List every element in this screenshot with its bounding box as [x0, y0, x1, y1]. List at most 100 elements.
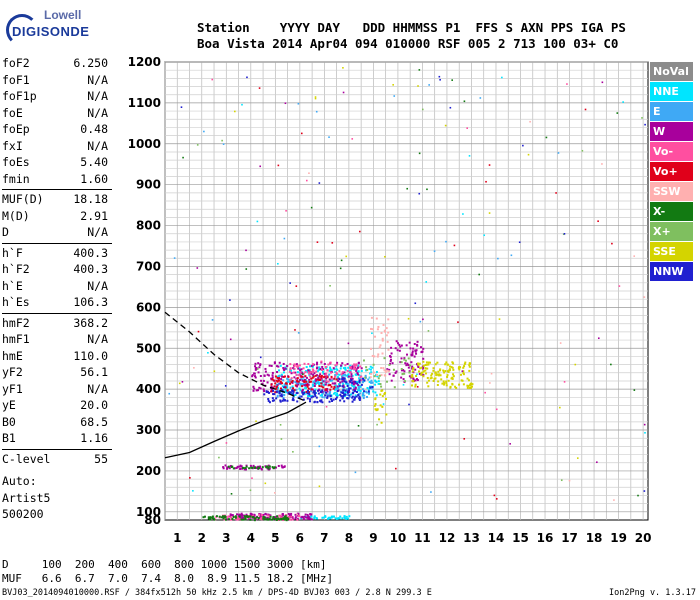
echo-point	[363, 394, 366, 397]
echo-point	[388, 373, 391, 376]
echo-point	[369, 365, 372, 368]
echo-point	[343, 377, 346, 380]
echo-point	[359, 389, 362, 392]
echo-point	[432, 369, 435, 372]
noise-point	[601, 163, 603, 165]
noise-point	[485, 180, 487, 183]
echo-point	[307, 383, 310, 386]
echo-point	[310, 372, 313, 375]
echo-point	[307, 516, 310, 519]
echo-point	[438, 373, 441, 376]
param-row: MUF(D) 18.18	[2, 192, 108, 206]
echo-point	[220, 516, 223, 519]
echo-point	[310, 364, 313, 367]
noise-point	[428, 84, 430, 86]
echo-point	[349, 387, 352, 390]
y-tick-label: 800	[136, 219, 161, 233]
echo-point	[464, 361, 467, 364]
echo-point	[281, 385, 284, 388]
noise-point	[225, 442, 228, 444]
echo-point	[277, 464, 280, 467]
param-row: M(D) 2.91	[2, 209, 108, 223]
echo-point	[396, 342, 399, 345]
noise-point	[339, 267, 342, 270]
echo-point	[322, 370, 325, 373]
echo-point	[314, 378, 317, 381]
x-tick-label: 11	[414, 531, 431, 545]
echo-point	[236, 465, 239, 468]
echo-point	[322, 391, 325, 394]
legend-item-noval: NoVal	[650, 62, 693, 81]
echo-point	[279, 382, 282, 385]
echo-point	[300, 371, 303, 374]
echo-point	[249, 512, 252, 515]
noise-point	[644, 431, 646, 434]
echo-point	[226, 467, 229, 470]
echo-point	[422, 375, 425, 378]
echo-point	[424, 367, 427, 370]
echo-point	[379, 382, 382, 385]
echo-point	[376, 374, 379, 377]
noise-point	[478, 273, 481, 276]
echo-point	[287, 378, 290, 381]
echo-point	[320, 394, 323, 397]
echo-point	[434, 363, 437, 366]
noise-point	[392, 84, 394, 86]
echo-point	[326, 396, 329, 399]
echo-point	[375, 394, 378, 397]
noise-point	[342, 67, 344, 69]
echo-point	[294, 371, 297, 374]
echo-point	[380, 374, 383, 377]
echo-point	[345, 381, 348, 384]
echo-point	[355, 364, 358, 367]
echo-point	[319, 399, 322, 402]
y-tick-label: 900	[136, 178, 161, 192]
x-tick-label: 14	[488, 531, 505, 545]
echo-point	[414, 350, 417, 353]
echo-point	[347, 397, 350, 400]
x-tick-label: 17	[561, 531, 578, 545]
echo-point	[452, 362, 455, 365]
echo-point	[349, 393, 352, 396]
echo-point	[240, 512, 243, 515]
echo-point	[276, 375, 279, 378]
echo-point	[329, 394, 332, 397]
noise-point	[310, 206, 313, 209]
y-tick-label: 1000	[128, 137, 161, 151]
echo-point	[255, 467, 258, 470]
param-name: B0	[2, 414, 16, 429]
param-name: yE	[2, 398, 16, 412]
echo-point	[343, 516, 346, 519]
echo-point	[338, 517, 341, 520]
echo-point	[306, 516, 309, 519]
echo-point	[297, 383, 300, 386]
noise-point	[395, 467, 397, 470]
echo-point	[310, 515, 313, 518]
echo-point	[329, 516, 332, 519]
noise-point	[453, 244, 456, 247]
echo-point	[330, 398, 333, 401]
echo-point	[371, 385, 374, 388]
echo-point	[308, 391, 311, 394]
echo-point	[381, 389, 384, 392]
echo-point	[229, 513, 232, 516]
echo-point	[261, 466, 264, 469]
noise-point	[501, 76, 503, 79]
noise-point	[416, 386, 419, 388]
echo-point	[362, 377, 365, 380]
echo-point	[369, 381, 372, 384]
noise-point	[182, 156, 184, 159]
echo-point	[338, 384, 341, 387]
echo-point	[400, 344, 403, 347]
noise-point	[601, 81, 604, 84]
echo-point	[356, 371, 359, 374]
echo-point	[447, 379, 450, 382]
echo-point	[302, 516, 305, 519]
echo-point	[316, 381, 319, 384]
echo-point	[280, 393, 283, 396]
echo-point	[370, 371, 373, 374]
echo-point	[293, 363, 296, 366]
echo-point	[207, 516, 210, 519]
echo-point	[442, 369, 445, 372]
echo-point	[341, 380, 344, 383]
